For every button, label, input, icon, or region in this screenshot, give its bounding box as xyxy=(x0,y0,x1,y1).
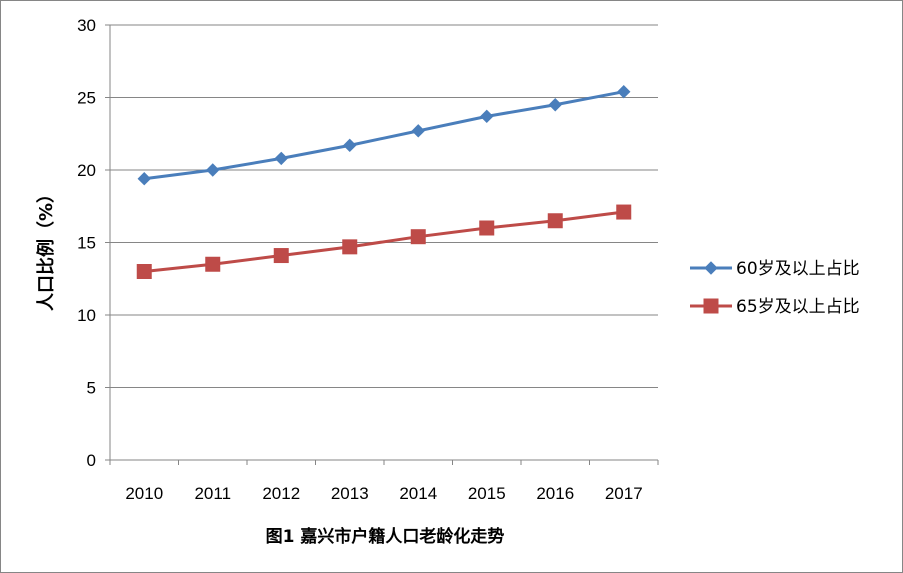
y-tick-label-5: 5 xyxy=(87,379,96,398)
data-point-2-2012 xyxy=(273,248,289,264)
y-tick-label-15: 15 xyxy=(77,234,96,253)
series-2 xyxy=(136,204,632,279)
chart-title: 图1 嘉兴市户籍人口老龄化走势 xyxy=(266,526,505,547)
legend-item-1: 60岁及以上占比 xyxy=(690,259,860,279)
x-tick-label-2012: 2012 xyxy=(262,484,300,503)
legend-label-2: 65岁及以上占比 xyxy=(736,297,860,317)
data-point-2-2010 xyxy=(136,264,152,279)
x-tick-label-2011: 2011 xyxy=(194,484,231,503)
y-tick-label-0: 0 xyxy=(87,451,96,470)
data-point-2-2015 xyxy=(479,220,495,236)
y-axis-label: 人口比例（%） xyxy=(35,185,57,311)
series-line-2 xyxy=(144,210,624,273)
data-point-1-2010 xyxy=(137,171,151,186)
data-point-1-2011 xyxy=(206,163,220,177)
data-point-1-2016 xyxy=(548,98,562,112)
grid-lines xyxy=(110,24,658,388)
legend-marker-1 xyxy=(704,261,718,275)
x-tick-label-2014: 2014 xyxy=(399,484,437,503)
data-point-2-2013 xyxy=(342,239,358,255)
data-point-1-2017 xyxy=(617,84,631,99)
legend-marker-2 xyxy=(703,298,719,314)
series-1 xyxy=(137,84,631,186)
y-tick-labels: 0 5 10 15 20 25 30 xyxy=(77,16,96,470)
x-tick-label-2013: 2013 xyxy=(331,484,369,503)
x-tick-label-2016: 2016 xyxy=(536,484,574,503)
axes xyxy=(105,24,659,465)
data-point-2-2016 xyxy=(547,213,563,229)
x-tick-label-2010: 2010 xyxy=(125,484,163,503)
data-point-1-2014 xyxy=(411,124,425,138)
data-point-1-2013 xyxy=(343,138,357,153)
legend: 60岁及以上占比 65岁及以上占比 xyxy=(690,259,860,317)
y-tick-label-10: 10 xyxy=(77,306,96,325)
series-line-1 xyxy=(144,90,625,181)
data-series xyxy=(136,84,632,279)
y-tick-label-20: 20 xyxy=(77,161,96,180)
data-point-2-2014 xyxy=(410,229,426,245)
y-tick-label-25: 25 xyxy=(77,89,96,108)
y-tick-label-30: 30 xyxy=(77,16,96,35)
data-point-1-2015 xyxy=(480,109,494,124)
legend-item-2: 65岁及以上占比 xyxy=(690,297,860,317)
x-tick-label-2017: 2017 xyxy=(605,484,643,503)
x-tick-labels: 2010 2011 2012 2013 2014 2015 2016 2017 xyxy=(125,484,642,503)
data-point-1-2012 xyxy=(274,151,288,166)
data-point-2-2017 xyxy=(616,204,632,220)
legend-label-1: 60岁及以上占比 xyxy=(736,259,860,279)
data-point-2-2011 xyxy=(205,256,221,272)
x-tick-label-2015: 2015 xyxy=(468,484,506,503)
